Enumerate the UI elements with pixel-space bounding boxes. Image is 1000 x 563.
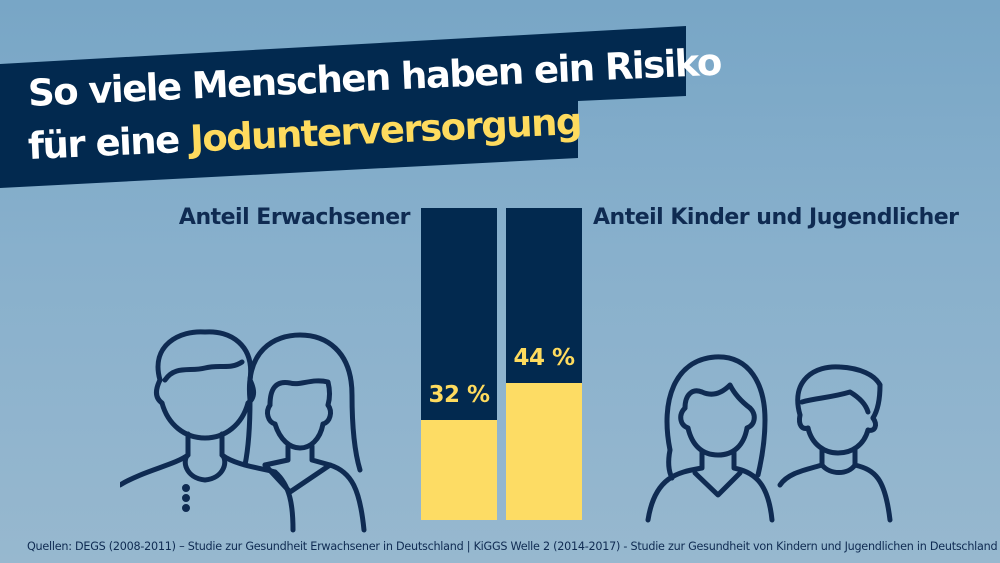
category-label-children: Anteil Kinder und Jugendlicher (593, 205, 959, 230)
title-text-2: für eine (27, 117, 191, 168)
title-banner (0, 26, 686, 188)
bar-fill-children (506, 382, 582, 520)
bar-children: 44 % (506, 208, 582, 520)
source-citation: Quellen: DEGS (2008-2011) – Studie zur G… (27, 540, 998, 553)
children-icon (645, 354, 893, 523)
category-label-adults: Anteil Erwachsener (178, 205, 411, 230)
bar-fill-adults (421, 420, 497, 520)
bar-value-label-children: 44 % (513, 344, 575, 371)
bar-value-label-adults: 32 % (428, 382, 490, 409)
title-banner-shape (0, 26, 686, 188)
adults-icon (120, 329, 367, 533)
bar-adults: 32 % (421, 208, 497, 520)
